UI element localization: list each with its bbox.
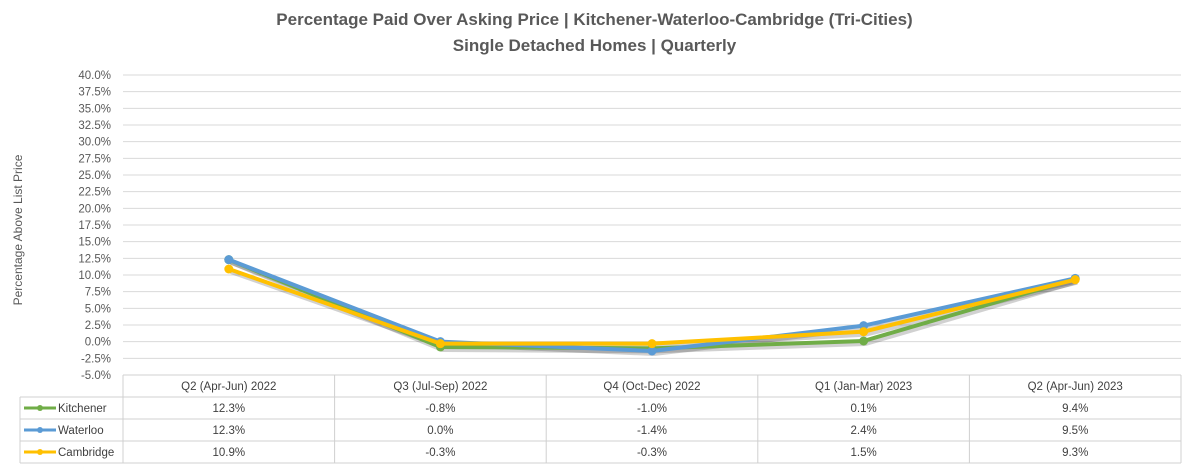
- legend-key-cambridge: [24, 449, 56, 455]
- legend-key-waterloo: [24, 427, 56, 433]
- data-point: [859, 327, 869, 337]
- table-cell-value: -1.0%: [637, 403, 667, 415]
- y-tick-label: 12.5%: [78, 253, 111, 265]
- table-cell-value: -1.4%: [637, 425, 667, 437]
- y-tick-label: 7.5%: [85, 287, 111, 299]
- series-lines: [224, 255, 1080, 356]
- y-tick-label: 5.0%: [85, 303, 111, 315]
- y-tick-label: 37.5%: [78, 87, 111, 99]
- data-point: [435, 339, 445, 349]
- y-tick-label: 40.0%: [78, 70, 111, 82]
- y-tick-label: 15.0%: [78, 237, 111, 249]
- table-cell-value: 0.0%: [427, 425, 453, 437]
- y-tick-label: 0.0%: [85, 337, 111, 349]
- data-point: [224, 264, 234, 274]
- data-point: [224, 255, 234, 265]
- y-tick-label: 35.0%: [78, 103, 111, 115]
- data-point: [1070, 275, 1080, 285]
- y-tick-label: 10.0%: [78, 270, 111, 282]
- x-category-label: Q2 (Apr-Jun) 2023: [1028, 381, 1123, 393]
- table-cell-value: 9.5%: [1062, 425, 1088, 437]
- data-point: [647, 339, 657, 349]
- table-cell-value: 12.3%: [212, 403, 245, 415]
- y-tick-label: -5.0%: [81, 370, 111, 382]
- table-cell-value: 9.3%: [1062, 447, 1088, 459]
- x-category-label: Q4 (Oct-Dec) 2022: [603, 381, 700, 393]
- data-point: [859, 336, 869, 346]
- x-category-label: Q2 (Apr-Jun) 2022: [181, 381, 276, 393]
- table-cell-value: 0.1%: [850, 403, 876, 415]
- legend-key-kitchener: [24, 405, 56, 411]
- legend-label-kitchener: Kitchener: [58, 403, 107, 415]
- y-axis-ticks: 40.0% 37.5% 35.0% 32.5% 30.0% 27.5% 25.0% 22.5%…: [78, 70, 111, 382]
- legend-label-waterloo: Waterloo: [58, 425, 104, 437]
- x-category-label: Q1 (Jan-Mar) 2023: [815, 381, 912, 393]
- chart-title: Percentage Paid Over Asking Price | Kitc…: [276, 10, 913, 29]
- table-cell-value: 2.4%: [850, 425, 876, 437]
- series-line-waterloo: [226, 257, 1078, 353]
- y-tick-label: 27.5%: [78, 153, 111, 165]
- x-category-label: Q3 (Jul-Sep) 2022: [393, 381, 487, 393]
- table-cell-value: -0.3%: [425, 447, 455, 459]
- y-tick-label: 25.0%: [78, 170, 111, 182]
- y-tick-label: 30.0%: [78, 137, 111, 149]
- y-tick-label: 17.5%: [78, 220, 111, 232]
- series-cambridge: [224, 264, 1080, 349]
- series-line-kitchener: [226, 257, 1078, 351]
- y-tick-label: 22.5%: [78, 187, 111, 199]
- data-table: Q2 (Apr-Jun) 2022 Q3 (Jul-Sep) 2022 Q4 (Oc…: [19, 374, 1182, 464]
- y-tick-label: -2.5%: [81, 353, 111, 365]
- table-cell-value: -0.8%: [425, 403, 455, 415]
- legend-label-cambridge: Cambridge: [58, 447, 114, 459]
- table-cell-value: 9.4%: [1062, 403, 1088, 415]
- y-tick-label: 32.5%: [78, 120, 111, 132]
- y-tick-label: 2.5%: [85, 320, 111, 332]
- gridlines: [123, 74, 1181, 376]
- table-cell-value: 1.5%: [850, 447, 876, 459]
- table-cell-value: -0.3%: [637, 447, 667, 459]
- chart-subtitle: Single Detached Homes | Quarterly: [452, 36, 737, 55]
- y-tick-label: 20.0%: [78, 203, 111, 215]
- table-cell-value: 12.3%: [212, 425, 245, 437]
- table-cell-value: 10.9%: [212, 447, 245, 459]
- data-point: [647, 346, 657, 356]
